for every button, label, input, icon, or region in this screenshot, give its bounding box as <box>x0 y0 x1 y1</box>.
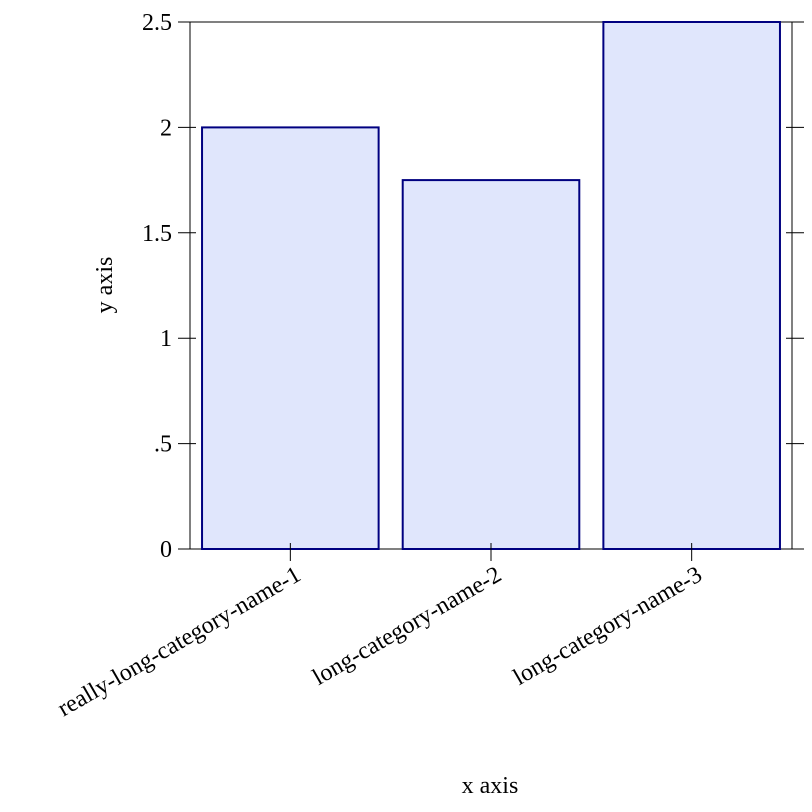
y-tick-label: 2 <box>160 115 172 141</box>
bar <box>602 21 781 550</box>
bar <box>201 126 380 551</box>
y-axis-label: y axis <box>92 257 118 314</box>
y-tick-label: 1 <box>160 326 172 352</box>
y-tick-label: .5 <box>154 432 172 458</box>
x-axis-label: x axis <box>462 773 519 799</box>
x-tick-label: really-long-category-name-1 <box>53 562 305 722</box>
bar <box>401 179 581 550</box>
x-tick-label: long-category-name-3 <box>509 562 707 691</box>
y-tick-label: 1.5 <box>142 221 172 247</box>
x-tick-label: long-category-name-2 <box>308 562 506 691</box>
y-tick-label: 2.5 <box>142 10 172 36</box>
y-tick-label: 0 <box>160 537 172 563</box>
